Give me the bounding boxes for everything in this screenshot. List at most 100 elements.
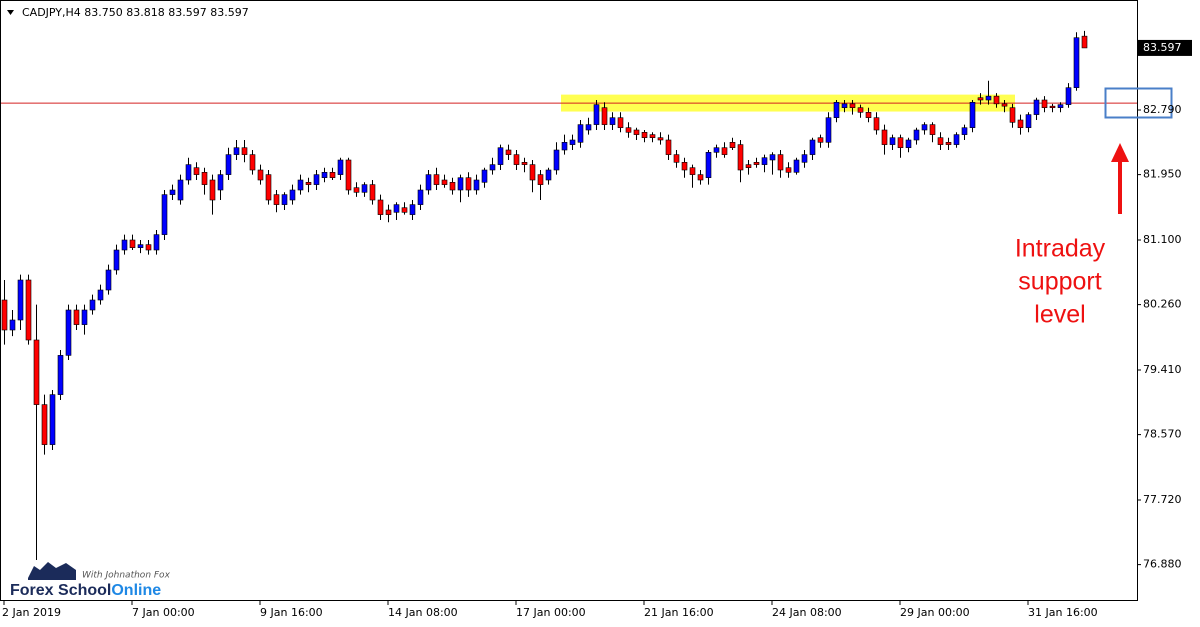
y-tick-label: 80.260 (1143, 298, 1182, 311)
candle-body (113, 249, 120, 271)
candle-body (425, 174, 432, 191)
candle-body (529, 164, 536, 181)
candle-body (361, 184, 368, 193)
candle-body (481, 169, 488, 183)
candle-body (657, 137, 664, 141)
candle-body (665, 139, 672, 155)
candle-body (441, 179, 448, 185)
candle-body (569, 139, 576, 145)
candle-body (1033, 99, 1040, 115)
candle-body (553, 149, 560, 171)
candle-body (1057, 104, 1064, 108)
candle-body (1017, 119, 1024, 128)
annotation: support (1018, 268, 1101, 296)
candle-body (297, 179, 304, 191)
price-label: 83.597 (1143, 41, 1182, 54)
candle-body (105, 269, 112, 291)
brand-part: Forex School (10, 582, 111, 599)
chart-title: CADJPY,H4 83.750 83.818 83.597 83.597 (22, 6, 249, 19)
candle-body (401, 207, 408, 213)
candle-body (321, 172, 328, 178)
candle-body (249, 154, 256, 171)
candle-body (513, 154, 520, 165)
y-tick-label: 81.100 (1143, 233, 1182, 246)
candle-body (841, 103, 848, 108)
candle-body (577, 124, 584, 143)
candle-body (777, 154, 784, 171)
candle-body (585, 124, 592, 131)
candle-body (969, 102, 976, 128)
candle-body (241, 147, 248, 155)
candle-body (521, 162, 528, 165)
candle-body (649, 134, 656, 138)
candle-body (905, 139, 912, 148)
candle-body (337, 159, 344, 175)
x-tick-label: 17 Jan 00:00 (516, 606, 586, 619)
candle-body (961, 127, 968, 135)
candle-body (129, 239, 136, 248)
candle-body (593, 104, 600, 125)
candle-body (865, 112, 872, 118)
candle-body (689, 167, 696, 175)
candle-body (497, 147, 504, 165)
candle-body (633, 129, 640, 135)
candle-body (417, 189, 424, 205)
candle-body (313, 174, 320, 185)
candle-body (617, 117, 624, 128)
candle-body (17, 279, 24, 321)
candle-body (9, 319, 16, 331)
x-tick-label: 29 Jan 00:00 (900, 606, 970, 619)
candle-body (81, 309, 88, 325)
candle-body (1065, 87, 1072, 105)
x-tick-label: 7 Jan 00:00 (132, 606, 195, 619)
x-tick-label: 24 Jan 08:00 (772, 606, 842, 619)
candle-body (305, 182, 312, 185)
candle-body (65, 309, 72, 356)
brand-part: Online (111, 582, 161, 599)
candle-body (809, 139, 816, 155)
candle-body (1081, 35, 1088, 49)
candle-body (97, 289, 104, 301)
candle-body (713, 147, 720, 153)
candle-body (833, 102, 840, 118)
candle-body (393, 204, 400, 213)
plot-area (0, 30, 1137, 560)
menu-triangle (7, 10, 14, 15)
x-tick-label: 14 Jan 08:00 (388, 606, 458, 619)
candle-body (145, 244, 152, 251)
candle-body (745, 164, 752, 168)
candle-body (545, 169, 552, 181)
candle-body (289, 189, 296, 201)
candle-body (881, 129, 888, 145)
x-tick-label: 21 Jan 16:00 (644, 606, 714, 619)
candle-body (73, 309, 80, 325)
candle-body (409, 204, 416, 215)
candle-body (161, 194, 168, 235)
price-box (1138, 39, 1192, 56)
candle-body (921, 124, 928, 131)
candle-body (257, 169, 264, 181)
candle-body (737, 144, 744, 171)
candle-body (193, 167, 200, 175)
candle-body (489, 164, 496, 171)
candle-body (857, 107, 864, 113)
plot-frame (0, 0, 1138, 601)
candle-body (185, 164, 192, 181)
candle-body (369, 184, 376, 201)
candle-body (977, 97, 984, 101)
candle-body (705, 152, 712, 178)
candle-body (721, 147, 728, 155)
candle-body (169, 189, 176, 195)
candle-body (473, 179, 480, 191)
candle-body (769, 154, 776, 161)
candle-body (601, 107, 608, 125)
candle-body (177, 179, 184, 201)
candle-body (785, 167, 792, 173)
candle-body (897, 137, 904, 148)
candle-body (345, 159, 352, 191)
candle-body (1009, 107, 1016, 123)
candle-body (761, 157, 768, 165)
logo-icon (28, 562, 76, 580)
candle-body (793, 159, 800, 173)
